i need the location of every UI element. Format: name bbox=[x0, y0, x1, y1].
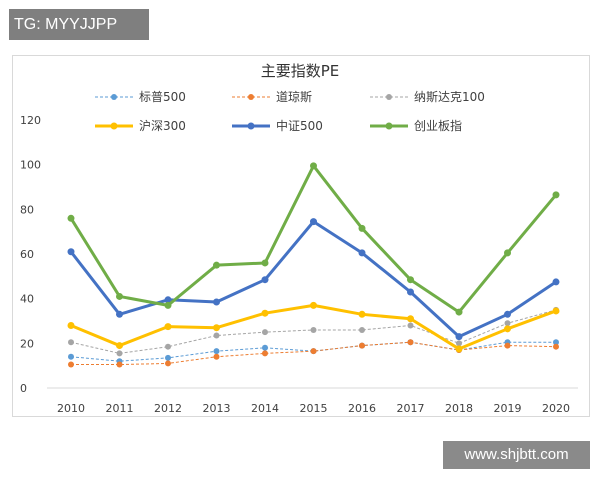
data-point bbox=[164, 323, 172, 331]
data-point bbox=[407, 276, 414, 284]
data-point bbox=[358, 310, 366, 318]
data-point bbox=[504, 310, 511, 318]
data-point bbox=[67, 214, 75, 222]
data-point bbox=[553, 339, 559, 346]
data-point bbox=[68, 361, 74, 368]
legend-label: 沪深300 bbox=[139, 119, 186, 133]
data-point bbox=[68, 339, 74, 346]
series-line bbox=[69, 220, 557, 339]
data-point bbox=[407, 315, 414, 323]
data-point bbox=[407, 339, 414, 346]
legend-swatch-marker bbox=[385, 122, 393, 130]
legend-label: 中证500 bbox=[276, 118, 323, 133]
series-line bbox=[71, 341, 557, 366]
data-point bbox=[455, 345, 463, 353]
data-point bbox=[67, 248, 75, 256]
data-point bbox=[213, 324, 220, 332]
watermark: www.shjbtt.com bbox=[443, 441, 590, 469]
chart-frame bbox=[12, 55, 590, 417]
y-tick-label: 60 bbox=[20, 248, 34, 261]
x-tick-label: 2011 bbox=[106, 402, 134, 415]
data-point bbox=[68, 353, 74, 360]
data-point bbox=[456, 340, 462, 347]
data-point bbox=[407, 322, 414, 329]
data-point bbox=[116, 361, 123, 368]
data-point bbox=[262, 350, 268, 357]
legend-swatch-marker bbox=[111, 94, 117, 100]
data-point bbox=[164, 301, 172, 309]
legend-swatch-marker bbox=[248, 94, 254, 100]
tg-badge: TG: MYYJJPP bbox=[9, 9, 149, 40]
legend-label: 道琼斯 bbox=[276, 89, 312, 104]
legend-label: 创业板指 bbox=[414, 118, 462, 133]
chart-title: 主要指数PE bbox=[261, 62, 340, 80]
x-tick-label: 2015 bbox=[300, 402, 328, 415]
series-line bbox=[69, 164, 558, 314]
data-point bbox=[407, 288, 414, 296]
data-point bbox=[165, 343, 171, 350]
data-point bbox=[358, 249, 366, 257]
data-point bbox=[165, 354, 171, 361]
legend-label: 纳斯达克100 bbox=[414, 90, 485, 104]
data-point bbox=[164, 296, 172, 304]
data-point bbox=[261, 259, 269, 267]
x-tick-label: 2020 bbox=[542, 402, 570, 415]
legend-swatch-marker bbox=[110, 122, 118, 130]
x-tick-label: 2010 bbox=[57, 402, 85, 415]
y-tick-label: 100 bbox=[20, 159, 41, 172]
data-point bbox=[310, 326, 317, 333]
y-tick-label: 120 bbox=[20, 114, 41, 127]
x-tick-label: 2019 bbox=[494, 402, 522, 415]
data-point bbox=[213, 348, 220, 355]
data-point bbox=[261, 276, 269, 284]
legend-label: 标普500 bbox=[139, 90, 186, 104]
data-point bbox=[67, 321, 75, 329]
x-tick-label: 2012 bbox=[154, 402, 182, 415]
data-point bbox=[310, 301, 317, 309]
data-point bbox=[261, 309, 269, 317]
data-point bbox=[262, 329, 268, 336]
data-point bbox=[116, 342, 123, 350]
y-tick-label: 20 bbox=[20, 337, 34, 350]
legend-swatch-marker bbox=[247, 122, 255, 130]
x-tick-label: 2018 bbox=[445, 402, 473, 415]
y-tick-label: 40 bbox=[20, 293, 34, 306]
data-point bbox=[213, 261, 220, 269]
data-point bbox=[262, 344, 268, 351]
x-tick-label: 2016 bbox=[348, 402, 376, 415]
data-point bbox=[455, 308, 463, 316]
data-point bbox=[504, 325, 511, 333]
data-point bbox=[116, 292, 123, 300]
data-point bbox=[310, 218, 317, 226]
data-point bbox=[165, 360, 171, 367]
data-point bbox=[358, 224, 366, 232]
legend-swatch-marker bbox=[386, 94, 392, 100]
data-point bbox=[310, 348, 317, 355]
data-point bbox=[552, 191, 560, 199]
data-point bbox=[213, 332, 220, 339]
data-point bbox=[116, 350, 123, 357]
data-point bbox=[359, 326, 365, 333]
data-point bbox=[213, 298, 220, 306]
x-tick-label: 2017 bbox=[397, 402, 425, 415]
data-point bbox=[504, 342, 511, 349]
x-tick-label: 2013 bbox=[203, 402, 231, 415]
data-point bbox=[213, 353, 220, 360]
data-point bbox=[116, 310, 123, 318]
data-point bbox=[455, 333, 463, 341]
data-point bbox=[552, 307, 560, 315]
y-tick-label: 0 bbox=[20, 382, 27, 395]
series-line bbox=[70, 341, 556, 362]
data-point bbox=[504, 320, 511, 327]
y-tick-label: 80 bbox=[20, 203, 34, 216]
x-tick-label: 2014 bbox=[251, 402, 279, 415]
data-point bbox=[553, 343, 559, 350]
data-point bbox=[552, 278, 560, 286]
data-point bbox=[359, 342, 365, 349]
data-point bbox=[504, 249, 511, 257]
data-point bbox=[310, 162, 317, 170]
